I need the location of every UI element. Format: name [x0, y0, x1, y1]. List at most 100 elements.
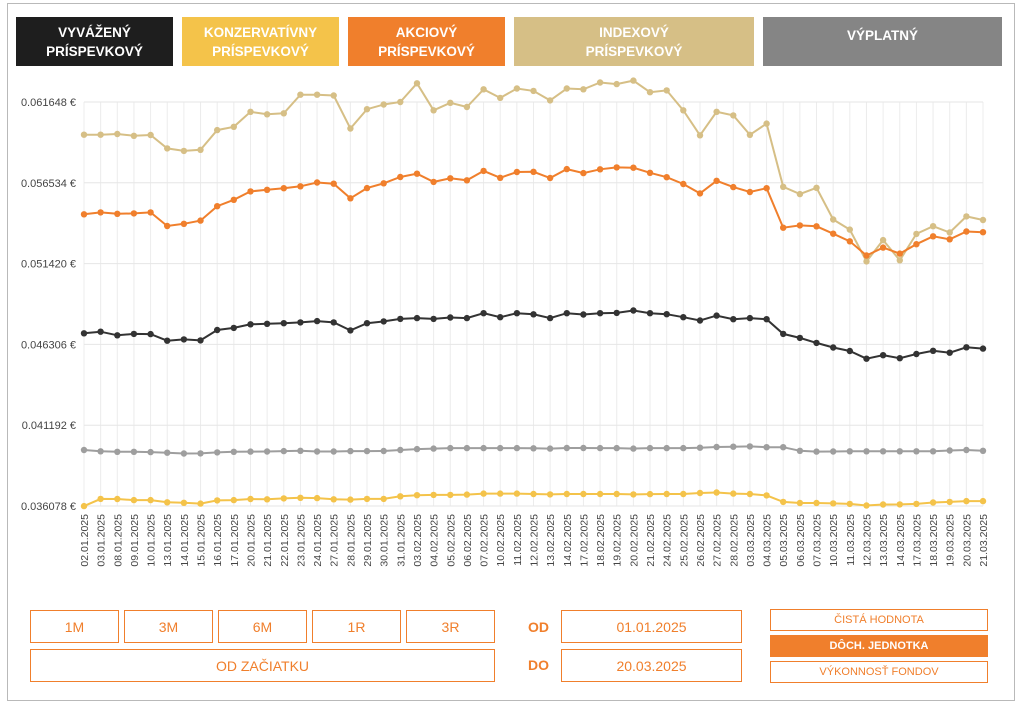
- data-point: [979, 345, 987, 352]
- data-point: [563, 85, 570, 92]
- data-point: [713, 108, 720, 116]
- data-point: [929, 223, 937, 230]
- data-point: [214, 203, 221, 210]
- period-button-1m[interactable]: 1M: [30, 610, 119, 643]
- data-point: [646, 169, 654, 176]
- data-point: [397, 173, 404, 181]
- data-point: [796, 499, 804, 507]
- period-button-3r[interactable]: 3R: [406, 610, 495, 643]
- data-point: [780, 224, 787, 231]
- data-point: [730, 183, 737, 191]
- data-point: [929, 499, 937, 506]
- data-point: [363, 447, 371, 455]
- x-tick-label: 08.01.2025: [112, 514, 124, 567]
- data-point: [230, 123, 237, 130]
- from-date-input[interactable]: 01.01.2025: [561, 610, 742, 643]
- data-point: [280, 495, 287, 502]
- data-point: [197, 146, 204, 153]
- data-point: [846, 238, 853, 245]
- tab-vyplatny[interactable]: VÝPLATNÝ: [763, 17, 1002, 66]
- data-point: [180, 336, 188, 343]
- data-point: [813, 184, 820, 191]
- data-point: [413, 170, 421, 177]
- data-point: [963, 446, 970, 454]
- view-fund-performance-button[interactable]: VÝKONNOSŤ FONDOV: [770, 661, 988, 683]
- tab-konzervativny[interactable]: KONZERVATÍVNY PRÍSPEVKOVÝ: [182, 17, 339, 66]
- period-button-6m[interactable]: 6M: [218, 610, 307, 643]
- x-tick-label: 17.01.2025: [229, 514, 241, 567]
- tab-label-line1: INDEXOVÝ: [599, 24, 669, 40]
- tab-label-line1: VYVÁŽENÝ: [58, 24, 131, 40]
- data-point: [730, 490, 737, 497]
- data-point: [380, 495, 387, 503]
- data-point: [397, 446, 404, 454]
- data-point: [463, 103, 471, 111]
- x-tick-label: 17.03.2025: [911, 514, 923, 567]
- data-point: [696, 132, 704, 139]
- data-point: [613, 444, 620, 452]
- data-point: [780, 444, 787, 451]
- tab-akciovy[interactable]: AKCIOVÝ PRÍSPEVKOVÝ: [348, 17, 505, 66]
- data-point: [363, 320, 371, 327]
- data-point: [613, 309, 620, 317]
- data-point: [963, 213, 970, 220]
- tab-indexovy[interactable]: INDEXOVÝ PRÍSPEVKOVÝ: [514, 17, 754, 66]
- to-date-input[interactable]: 20.03.2025: [561, 649, 742, 682]
- data-point: [896, 257, 903, 264]
- data-point: [863, 258, 870, 265]
- x-tick-label: 07.03.2025: [812, 514, 824, 567]
- tab-label-line1: AKCIOVÝ: [395, 24, 458, 40]
- period-button-1r[interactable]: 1R: [312, 610, 401, 643]
- tab-label-line2: PRÍSPEVKOVÝ: [212, 43, 309, 59]
- x-tick-label: 20.01.2025: [245, 514, 257, 567]
- data-point: [563, 444, 570, 452]
- data-point: [929, 347, 937, 354]
- data-point: [879, 501, 887, 508]
- y-tick-label: 0.056534 €: [21, 178, 76, 190]
- data-point: [214, 326, 221, 334]
- data-point: [447, 444, 454, 452]
- data-point: [480, 310, 487, 317]
- data-point: [80, 211, 88, 218]
- data-point: [363, 106, 371, 113]
- data-point: [530, 311, 537, 318]
- to-label: DO: [528, 657, 549, 673]
- y-tick-label: 0.046306 €: [21, 339, 76, 351]
- since-start-button[interactable]: OD ZAČIATKU: [30, 649, 495, 682]
- data-point: [147, 209, 154, 216]
- tab-label-line1: KONZERVATÍVNY: [203, 24, 318, 40]
- data-point: [913, 500, 920, 508]
- data-point: [713, 489, 720, 496]
- data-point: [164, 337, 171, 344]
- data-point: [197, 450, 204, 457]
- data-point: [613, 80, 620, 88]
- data-point: [280, 447, 287, 455]
- x-tick-label: 12.02.2025: [529, 514, 541, 567]
- data-point: [680, 490, 687, 498]
- period-button-3m[interactable]: 3M: [124, 610, 213, 643]
- data-point: [380, 318, 387, 325]
- data-point: [530, 87, 537, 95]
- data-point: [497, 174, 504, 181]
- data-point: [713, 443, 720, 451]
- data-point: [979, 216, 987, 224]
- view-net-value-button[interactable]: ČISTÁ HODNOTA: [770, 609, 988, 631]
- data-point: [347, 125, 354, 132]
- x-tick-label: 12.03.2025: [861, 514, 873, 567]
- data-point: [630, 491, 637, 498]
- data-point: [896, 355, 903, 362]
- tab-vyvazeny[interactable]: VYVÁŽENÝ PRÍSPEVKOVÝ: [16, 17, 173, 66]
- data-point: [313, 179, 321, 186]
- view-pension-unit-button[interactable]: DÔCH. JEDNOTKA: [770, 635, 988, 657]
- data-point: [563, 310, 570, 317]
- data-point: [313, 91, 321, 98]
- data-point: [563, 165, 570, 173]
- data-point: [147, 131, 154, 139]
- panel-frame: [7, 3, 1015, 701]
- data-point: [513, 168, 521, 176]
- data-point: [297, 319, 304, 326]
- data-point: [896, 448, 903, 455]
- data-point: [546, 97, 554, 104]
- x-tick-label: 07.02.2025: [479, 514, 491, 567]
- x-tick-label: 04.03.2025: [762, 514, 774, 567]
